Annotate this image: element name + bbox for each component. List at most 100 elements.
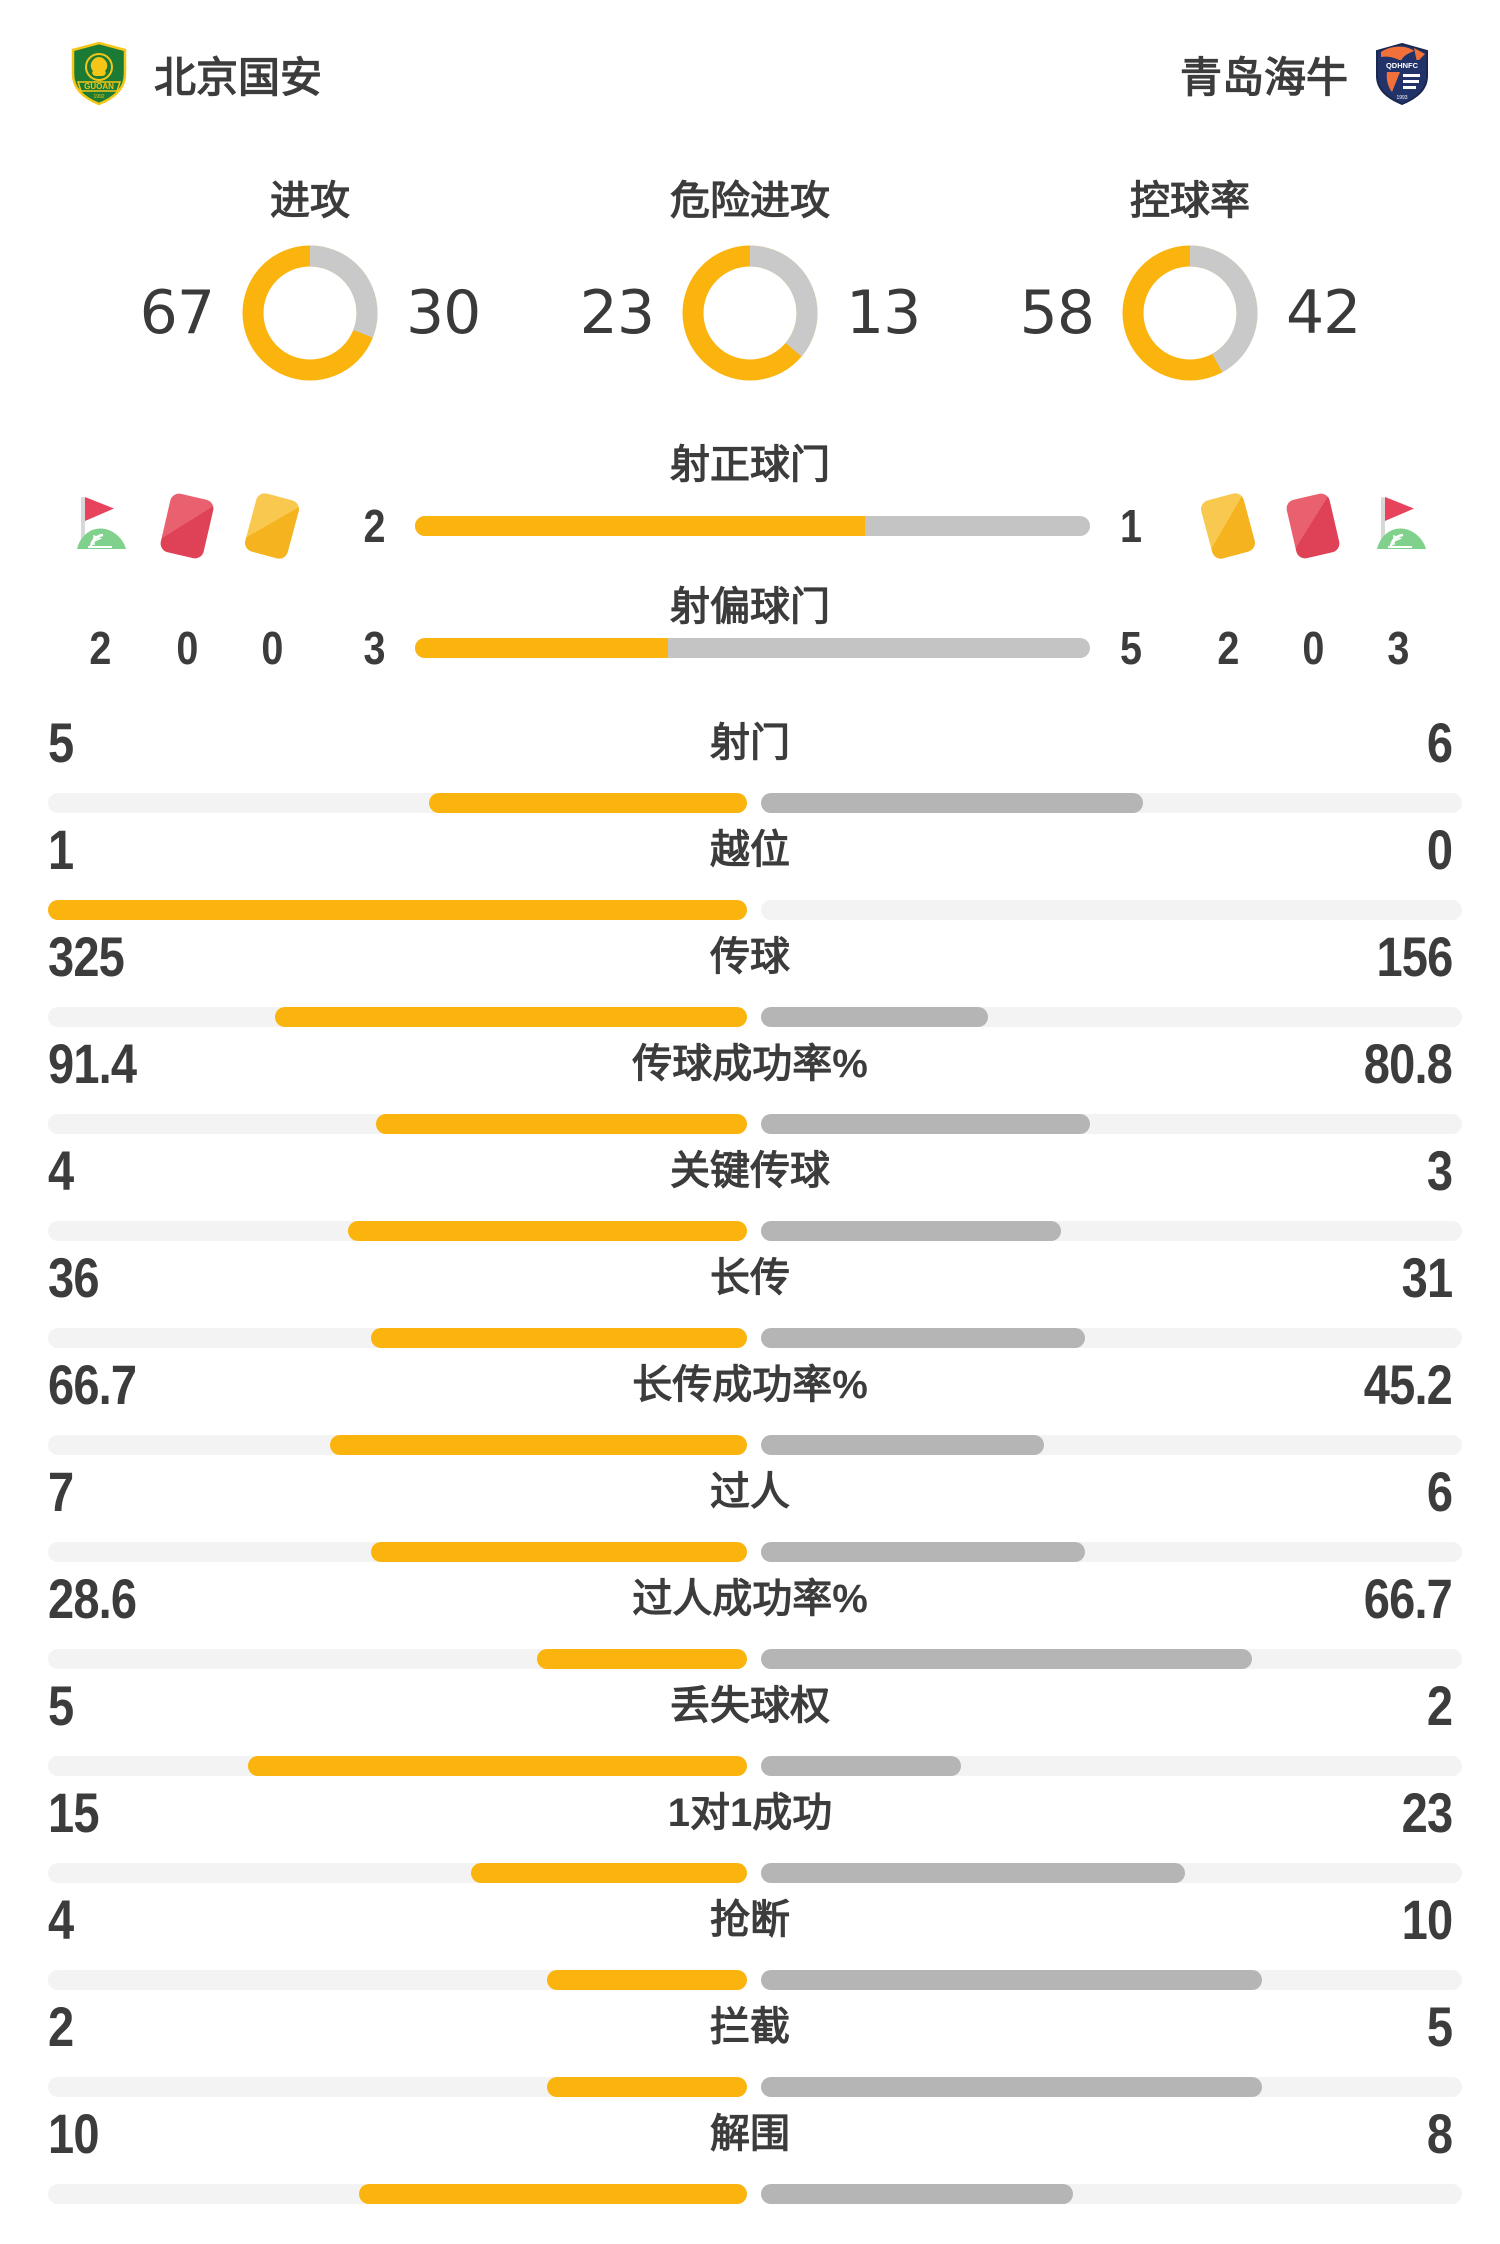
donut-away-arc xyxy=(682,245,818,381)
home-bar-fill xyxy=(471,1863,747,1883)
stat-home-value: 28.6 xyxy=(48,1567,137,1630)
away-bar-track xyxy=(761,793,1462,813)
away-bar-fill xyxy=(761,2184,1073,2204)
shots-off-target-row: 2 0 0 3 5 2 0 3 xyxy=(0,610,1500,686)
away-bar-fill xyxy=(761,1328,1086,1348)
stat-away-value: 156 xyxy=(1376,925,1453,988)
stat-label: 射门 xyxy=(710,721,790,765)
away-bar-fill xyxy=(761,793,1144,813)
stat-home-value: 15 xyxy=(48,1781,99,1844)
stat-home-value: 2 xyxy=(48,1995,74,2058)
away-bar-fill xyxy=(761,1970,1262,1990)
home-bar-track xyxy=(48,900,747,920)
stat-label: 拦截 xyxy=(710,2005,790,2049)
stat-away-value: 23 xyxy=(1401,1781,1452,1844)
stat-row-values-line: 91.4 传球成功率% 80.8 xyxy=(0,1029,1500,1099)
home-bar-track xyxy=(48,1542,747,1562)
donut-body: 58 42 xyxy=(970,238,1410,388)
stat-row: 325 传球 156 xyxy=(0,922,1500,1029)
stat-row-bars xyxy=(0,793,1500,813)
home-bar-track xyxy=(48,1435,747,1455)
stat-row-bars xyxy=(0,1542,1500,1562)
home-corners-count: 2 xyxy=(89,622,111,674)
donut-ring xyxy=(682,245,818,381)
away-corners-count: 3 xyxy=(1387,622,1409,674)
home-bar-track xyxy=(48,2184,747,2204)
stat-row: 5 丢失球权 2 xyxy=(0,1671,1500,1778)
stat-home-value: 4 xyxy=(48,1139,74,1202)
stat-row-bars xyxy=(0,2077,1500,2097)
donut-home-value: 58 xyxy=(1019,278,1095,348)
away-bar-fill xyxy=(761,1756,962,1776)
stat-home-value: 10 xyxy=(48,2102,99,2165)
shots-on-target-title: 射正球门 xyxy=(670,443,830,487)
away-bar-fill xyxy=(761,1435,1045,1455)
stat-row: 28.6 过人成功率% 66.7 xyxy=(0,1564,1500,1671)
stat-row-values-line: 15 1对1成功 23 xyxy=(0,1778,1500,1848)
donut-away-value: 30 xyxy=(406,278,481,348)
stat-row-bars xyxy=(0,1007,1500,1027)
stat-row: 2 拦截 5 xyxy=(0,1992,1500,2099)
donut-away-value: 42 xyxy=(1286,278,1361,348)
stat-home-value: 5 xyxy=(48,711,74,774)
away-bar-track xyxy=(761,1970,1462,1990)
home-bar-track xyxy=(48,1649,747,1669)
stat-label: 传球 xyxy=(710,935,790,979)
stat-label: 过人成功率% xyxy=(632,1577,868,1621)
stat-row: 7 过人 6 xyxy=(0,1457,1500,1564)
home-bar-track xyxy=(48,1114,747,1134)
home-bar-track xyxy=(48,1863,747,1883)
home-bar-fill xyxy=(537,1649,747,1669)
away-bar-track xyxy=(761,900,1462,920)
stat-label: 传球成功率% xyxy=(632,1042,868,1086)
yellow-card-icon xyxy=(1198,491,1258,561)
shots-on-target-bar-fill xyxy=(415,516,866,536)
stat-away-value: 0 xyxy=(1426,818,1453,881)
shots-off-target-title: 射偏球门 xyxy=(670,585,830,629)
shots-on-target-bar xyxy=(415,516,1090,536)
away-team-logo qdhnfc-crest-icon: QDHNFC 1993 xyxy=(1376,43,1428,105)
stat-row-values-line: 325 传球 156 xyxy=(0,922,1500,992)
stat-row-values-line: 5 丢失球权 2 xyxy=(0,1671,1500,1741)
donut-ring xyxy=(242,245,378,381)
home-bar-fill xyxy=(330,1435,747,1455)
stat-label: 1对1成功 xyxy=(667,1791,833,1835)
shots-off-home-value: 3 xyxy=(363,622,386,674)
donut-away-arc xyxy=(242,245,378,381)
stat-row: 10 解围 8 xyxy=(0,2099,1500,2206)
donut-title: 进攻 xyxy=(270,179,350,223)
corner-flag-icon xyxy=(77,497,126,549)
stat-row-values-line: 5 射门 6 xyxy=(0,708,1500,778)
home-bar-fill xyxy=(48,900,747,920)
donut-chart: 控球率 58 42 xyxy=(970,176,1410,388)
stat-row: 4 关键传球 3 xyxy=(0,1136,1500,1243)
donut-away-arc xyxy=(1122,245,1258,381)
stat-row: 15 1对1成功 23 xyxy=(0,1778,1500,1885)
stat-row-bars xyxy=(0,1114,1500,1134)
stat-row: 1 越位 0 xyxy=(0,815,1500,922)
stat-row-values-line: 2 拦截 5 xyxy=(0,1992,1500,2062)
donut-body: 67 30 xyxy=(90,238,530,388)
away-bar-track xyxy=(761,2184,1462,2204)
stat-home-value: 66.7 xyxy=(48,1353,137,1416)
stat-away-value: 6 xyxy=(1426,1460,1453,1523)
home-team-header: GUOAN 1992 北京国安 xyxy=(70,42,322,106)
away-bar-fill xyxy=(761,1542,1085,1562)
svg-text:GUOAN: GUOAN xyxy=(84,82,114,91)
shots-on-home-value: 2 xyxy=(363,500,386,552)
stat-row-values-line: 28.6 过人成功率% 66.7 xyxy=(0,1564,1500,1634)
home-bar-track xyxy=(48,2077,747,2097)
shots-off-away-value: 5 xyxy=(1120,622,1142,674)
donut-title: 危险进攻 xyxy=(670,179,830,223)
away-bar-fill xyxy=(761,1007,989,1027)
home-bar-track xyxy=(48,1756,747,1776)
stat-home-value: 325 xyxy=(48,925,125,988)
home-yellow-cards-count: 0 xyxy=(261,622,283,674)
home-bar-track xyxy=(48,793,747,813)
away-bar-track xyxy=(761,1542,1462,1562)
away-yellow-cards-count: 2 xyxy=(1217,622,1239,674)
home-bar-fill xyxy=(347,1221,747,1241)
stat-row-bars xyxy=(0,1221,1500,1241)
stat-row-bars xyxy=(0,1435,1500,1455)
